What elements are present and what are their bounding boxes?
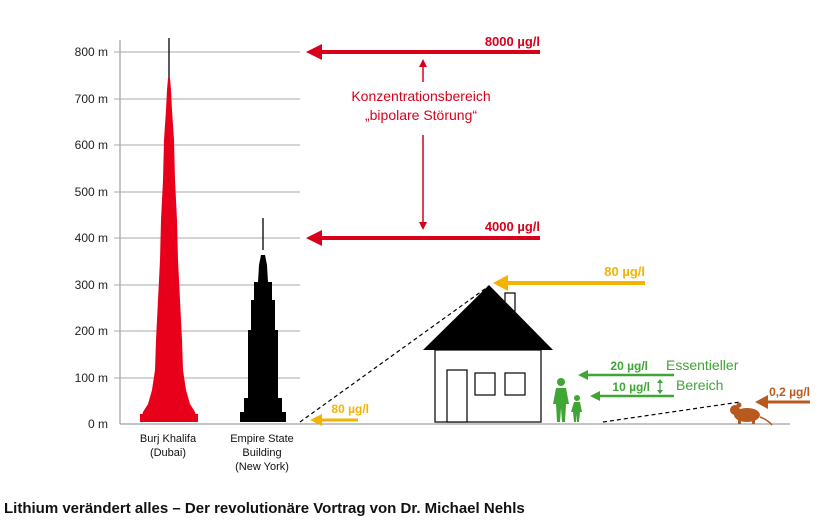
y-tick-label: 600 m [75,138,108,152]
arrow-0-2 [755,395,810,409]
level-80-ground-label: 80 µg/l [331,402,369,416]
lithium-height-comparison-diagram: 800 m 700 m 600 m 500 m 400 m 300 m 200 … [75,34,810,473]
burj-label-line2: (Dubai) [150,447,186,459]
range-arrows [419,59,427,230]
level-80-house-label: 80 µg/l [604,264,645,279]
empire-label-line2: Building [242,447,281,459]
range-label-line2: „bipolare Störung“ [365,107,477,123]
caption: Lithium verändert alles – Der revolution… [4,500,525,517]
arrow-4000 [306,230,540,246]
range-label-line1: Konzentrationsbereich [351,88,490,104]
arrow-80-ground [310,414,358,426]
essential-label-line2: Bereich [676,377,723,393]
level-0-2-label: 0,2 µg/l [769,385,810,399]
essential-label-line1: Essentieller [666,357,739,373]
arrow-80-house [493,275,645,291]
level-4000-label: 4000 µg/l [485,219,540,234]
arrow-20 [578,370,674,380]
mother-child-figures [553,378,582,422]
house-illustration [423,285,553,423]
level-20-label: 20 µg/l [610,359,648,373]
y-tick-label: 400 m [75,231,108,245]
gridlines [114,51,300,379]
level-8000-label: 8000 µg/l [485,34,540,49]
essential-updown-arrow [657,379,663,394]
arrow-8000 [306,44,540,60]
y-tick-label: 300 m [75,278,108,292]
empire-label-line3: (New York) [235,461,289,473]
burj-khalifa-silhouette [140,38,198,422]
level-10-label: 10 µg/l [612,380,650,394]
y-tick-label: 100 m [75,371,108,385]
empire-label-line1: Empire State [230,433,294,445]
y-tick-label: 800 m [75,45,108,59]
dashed-lines [299,285,741,423]
y-tick-label: 700 m [75,92,108,106]
arrow-10 [590,391,674,401]
y-tick-label: 0 m [88,417,108,431]
y-tick-label: 500 m [75,185,108,199]
y-axis: 800 m 700 m 600 m 500 m 400 m 300 m 200 … [75,40,300,431]
y-tick-label: 200 m [75,324,108,338]
empire-state-silhouette [240,218,286,422]
rat-icon [730,402,773,426]
burj-label-line1: Burj Khalifa [140,433,197,445]
